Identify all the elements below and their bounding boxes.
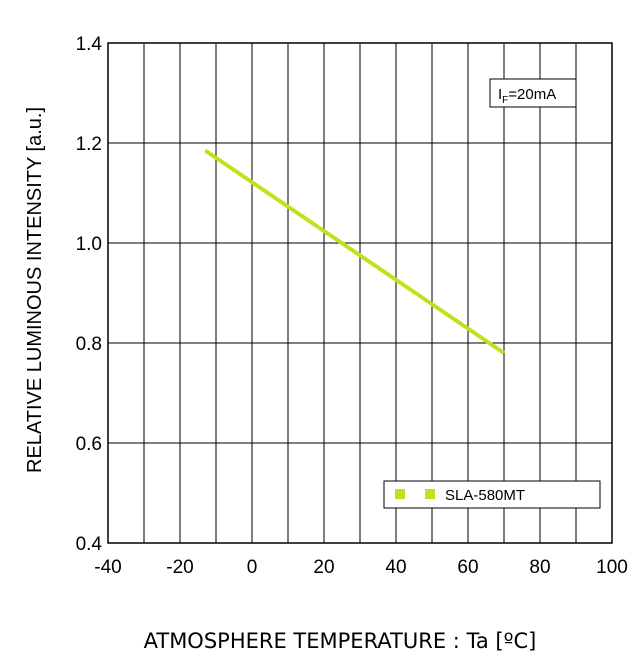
x-tick-label: 0	[247, 557, 258, 578]
y-tick-label: 0.4	[76, 534, 103, 555]
legend: SLA-580MT	[383, 480, 601, 509]
condition-prefix: I	[498, 86, 502, 103]
y-axis-label: RELATIVE LUMINOUS INTENSITY [a.u.]	[24, 107, 46, 473]
condition-subscript: F	[502, 95, 508, 106]
y-tick-label: 1.4	[76, 34, 103, 55]
y-tick-label: 1.2	[76, 134, 102, 155]
condition-box: IF=20mA	[489, 78, 577, 108]
svg-text:IF=20mA: IF=20mA	[498, 86, 556, 106]
series-line	[204, 148, 506, 355]
x-tick-label: 20	[313, 557, 334, 578]
y-tick-labels: 0.4 0.6 0.8 1.0 1.2 1.4	[76, 34, 103, 555]
legend-label: SLA-580MT	[445, 487, 525, 504]
plot-frame	[107, 42, 613, 544]
condition-value: =20mA	[508, 86, 556, 103]
x-tick-label: 80	[529, 557, 550, 578]
y-tick-label: 1.0	[76, 234, 102, 255]
legend-swatch	[425, 489, 435, 499]
x-tick-label: -20	[166, 557, 193, 578]
y-tick-label: 0.8	[76, 334, 102, 355]
series-layer	[204, 148, 506, 355]
x-tick-label: -40	[94, 557, 121, 578]
x-axis-label: ATMOSPHERE TEMPERATURE : Ta [ºC]	[144, 629, 537, 653]
legend-swatch	[395, 489, 405, 499]
x-tick-label: 60	[457, 557, 478, 578]
x-tick-label: 40	[385, 557, 406, 578]
grid	[108, 43, 612, 543]
x-tick-labels: -40 -20 0 20 40 60 80 100	[94, 557, 628, 578]
y-tick-label: 0.6	[76, 434, 102, 455]
x-tick-label: 100	[596, 557, 628, 578]
